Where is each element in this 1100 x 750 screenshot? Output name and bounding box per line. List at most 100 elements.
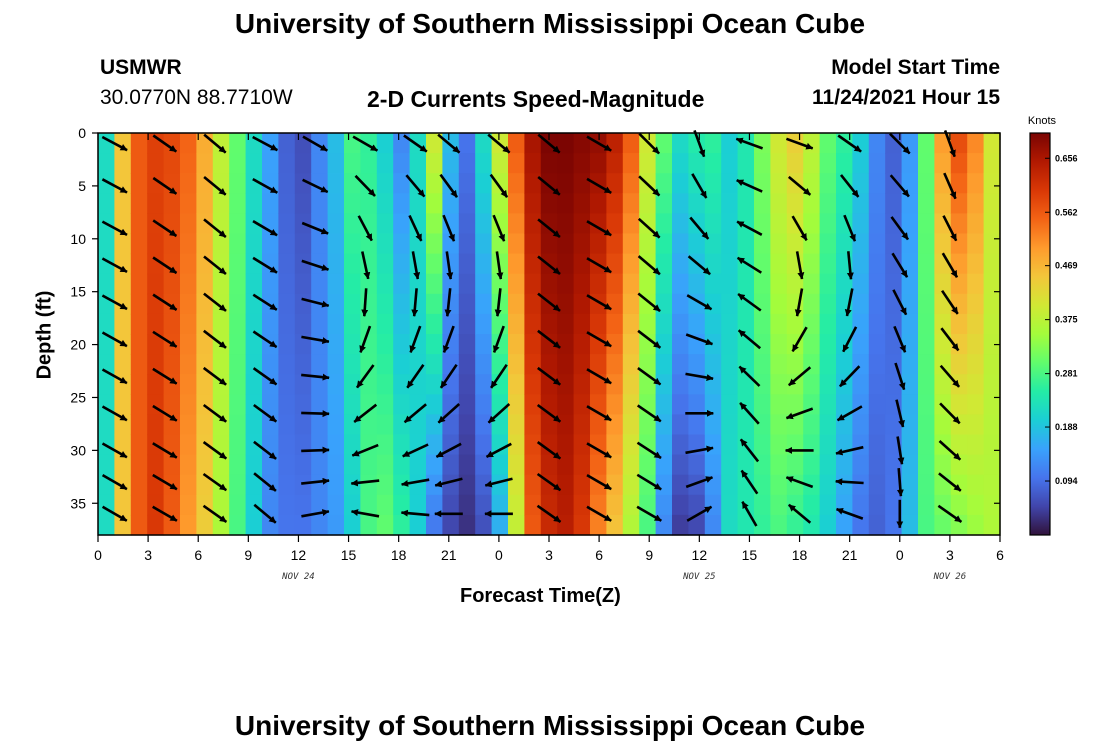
heat-cell: [688, 514, 706, 536]
heat-cell: [491, 293, 509, 315]
heat-cell: [245, 454, 263, 476]
heat-cell: [983, 153, 1001, 174]
x-tick-label: 12: [291, 547, 307, 563]
heat-cell: [606, 354, 624, 375]
heat-cell: [655, 454, 673, 476]
heat-cell: [426, 153, 443, 174]
heat-cell: [803, 374, 821, 395]
heat-cell: [786, 193, 804, 214]
station-name: USMWR: [100, 56, 182, 79]
current-vector-arrow: [152, 505, 178, 522]
current-vector-arrow: [637, 217, 661, 239]
heat-cell: [622, 253, 640, 275]
heat-cell: [704, 514, 722, 536]
current-vector-arrow: [637, 367, 662, 386]
heat-cell: [983, 253, 1001, 275]
heat-cell: [540, 454, 558, 476]
heat-cell: [524, 434, 542, 456]
date-label: NOV 24: [281, 572, 315, 582]
heat-cell: [557, 253, 575, 275]
heat-cell: [442, 414, 460, 436]
current-vector-arrow: [411, 288, 419, 317]
current-vector-arrow: [152, 330, 178, 348]
current-vector-arrow: [152, 367, 178, 385]
heat-cell: [819, 374, 837, 395]
heat-cell: [770, 334, 788, 355]
heat-cell: [639, 354, 657, 375]
heat-cell: [639, 454, 657, 476]
heat-cell: [376, 133, 394, 154]
heat-cell: [655, 414, 673, 436]
heat-cell: [983, 454, 1001, 476]
heat-cell: [294, 193, 312, 214]
heat-cell: [672, 394, 689, 415]
heat-cell: [344, 514, 361, 536]
heat-cell: [983, 474, 1001, 496]
heat-cell: [163, 153, 181, 174]
heat-cell: [278, 494, 296, 516]
current-vector-arrow: [739, 402, 760, 425]
current-vector-arrow: [893, 325, 907, 353]
heat-cell: [442, 193, 460, 214]
heat-cell: [803, 253, 821, 275]
heat-cell: [803, 153, 821, 174]
current-vector-arrow: [253, 503, 277, 524]
heat-cell: [311, 514, 329, 536]
current-vector-arrow: [490, 363, 508, 389]
current-vector-arrow: [939, 402, 961, 425]
x-tick-label: 3: [144, 547, 152, 563]
heat-cell: [393, 193, 411, 214]
heat-cell: [836, 394, 853, 415]
heat-cell: [508, 293, 525, 315]
current-vector-arrow: [586, 442, 612, 459]
heat-cell: [721, 313, 739, 335]
heat-cell: [803, 233, 821, 255]
current-vector-arrow: [351, 443, 379, 457]
x-tick-label: 0: [896, 547, 904, 563]
heat-cell: [885, 173, 903, 194]
heat-cell: [737, 233, 755, 255]
x-tick-label: 21: [842, 547, 858, 563]
heat-cell: [409, 394, 427, 415]
current-vector-arrow: [152, 219, 178, 238]
heat-cell: [393, 273, 411, 295]
current-vector-arrow: [403, 134, 428, 153]
heat-cell: [245, 153, 263, 174]
current-vector-arrow: [736, 256, 762, 274]
heat-cell: [212, 454, 230, 476]
heat-cell: [868, 334, 886, 355]
heat-cell: [606, 313, 624, 335]
current-vector-arrow: [253, 403, 278, 423]
heat-cell: [770, 133, 788, 154]
heat-cell: [557, 193, 575, 214]
heat-cell: [540, 394, 558, 415]
heat-cell: [655, 133, 673, 154]
current-vector-arrow: [301, 297, 330, 308]
heat-cell: [229, 354, 247, 375]
heat-cell: [130, 133, 148, 154]
current-vector-arrow: [843, 214, 857, 242]
heat-cell: [622, 394, 640, 415]
heat-cell: [737, 474, 755, 496]
current-vector-arrow: [685, 372, 714, 382]
heat-cell: [196, 273, 214, 295]
heat-cell: [475, 313, 493, 335]
heat-cell: [754, 354, 771, 375]
heat-cell: [212, 494, 230, 516]
heat-cell: [868, 374, 886, 395]
heat-cell: [721, 293, 739, 315]
heat-cell: [950, 133, 968, 154]
heat-cell: [655, 354, 673, 375]
heat-cell: [524, 394, 542, 415]
heat-cell: [573, 313, 591, 335]
heat-cell: [229, 374, 247, 395]
heat-cell: [426, 514, 443, 536]
heat-cell: [458, 494, 476, 516]
heat-cell: [606, 273, 624, 295]
current-vector-arrow: [357, 215, 373, 242]
heat-cell: [327, 273, 345, 295]
heat-cell: [606, 394, 624, 415]
heat-cell: [786, 514, 804, 536]
heat-cell: [754, 253, 771, 275]
heat-cell: [311, 454, 329, 476]
